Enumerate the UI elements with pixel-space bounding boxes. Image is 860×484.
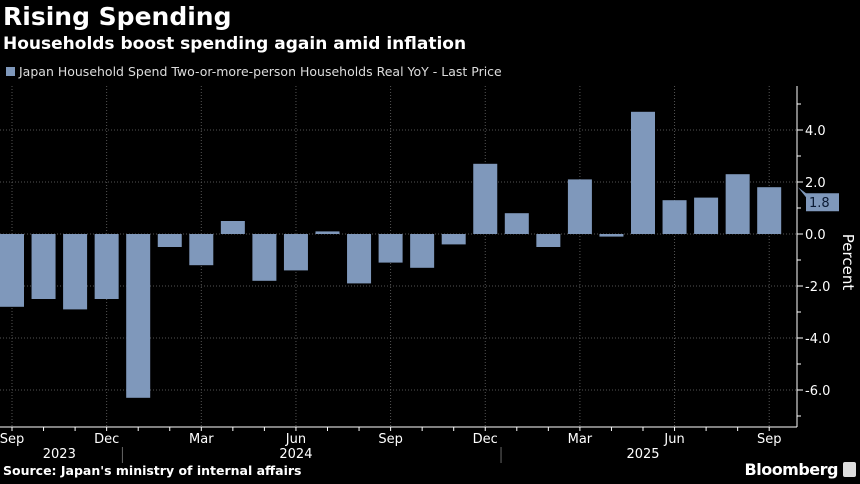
year-label: 2024 [279,447,312,462]
bar [126,234,151,398]
bar [283,234,308,271]
last-value-label: 1.8 [809,196,830,211]
bar [347,234,372,284]
y-tick-label: 4.0 [805,124,826,139]
bar [599,234,624,237]
year-label: 2023 [43,447,76,462]
bloomberg-logo: Bloomberg [744,460,839,479]
bar [662,200,687,234]
x-tick-label: Dec [94,432,119,447]
x-tick-label: Mar [568,432,593,447]
bar [0,234,24,307]
bar [567,179,592,234]
legend-swatch [6,67,15,76]
y-tick-label: 0.0 [805,228,826,243]
y-axis-label: Percent [839,234,857,291]
x-tick-label: Jun [663,432,684,447]
bar [725,174,750,234]
bar [536,234,561,247]
bar [631,111,655,234]
bar [441,234,466,245]
bar [473,163,498,234]
bar [94,234,119,299]
chart-subtitle: Households boost spending again amid inf… [3,34,467,54]
last-value-marker [798,187,839,212]
legend: Japan Household Spend Two-or-more-person… [6,64,502,79]
bar [504,213,529,234]
bar [220,221,245,234]
bar [157,234,182,247]
x-tick-label: Jun [285,432,306,447]
y-tick-label: -2.0 [805,280,830,295]
bloomberg-icon [843,462,856,477]
x-tick-label: Mar [189,432,214,447]
bar [31,234,56,299]
legend-label: Japan Household Spend Two-or-more-person… [19,64,502,79]
y-tick-label: -4.0 [805,332,830,347]
bar [694,197,719,234]
source-note: Source: Japan's ministry of internal aff… [3,463,302,478]
y-tick-label: 2.0 [805,176,826,191]
bar [189,234,214,266]
bar [410,234,435,268]
bar [315,231,340,234]
bar [757,187,782,234]
x-tick-label: Sep [378,432,403,447]
y-tick-label: -6.0 [805,384,830,399]
bar [252,234,277,281]
x-tick-label: Dec [473,432,498,447]
x-tick-label: Sep [0,432,24,447]
x-tick-label: Sep [757,432,782,447]
bar [63,234,88,310]
year-label: 2025 [626,447,659,462]
bar [378,234,403,263]
chart-title: Rising Spending [3,2,232,31]
